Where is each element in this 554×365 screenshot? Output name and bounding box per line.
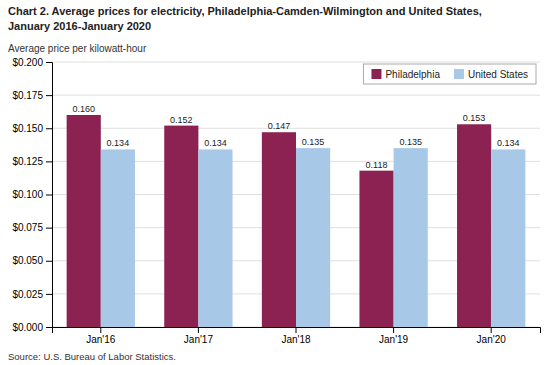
y-tick-label: $0.100 (12, 189, 43, 200)
source: Source: U.S. Bureau of Labor Statistics. (8, 351, 176, 362)
y-tick: $0.000 (12, 322, 52, 333)
bar (457, 124, 491, 327)
x-axis-line (53, 328, 541, 334)
y-tick: $0.200 (12, 57, 52, 68)
data-label: 0.153 (463, 113, 486, 123)
chart: Chart 2. Average prices for electricity,… (0, 0, 554, 365)
x-tick: Jan'16 (86, 327, 116, 345)
bar (198, 149, 232, 327)
y-tick-label: $0.075 (12, 222, 43, 233)
y-tick: $0.125 (12, 156, 52, 167)
y-tick-label: $0.175 (12, 90, 43, 101)
y-tick-mark (46, 261, 52, 262)
y-tick-mark (46, 128, 52, 129)
legend-swatch (371, 69, 381, 79)
bar (491, 149, 525, 327)
data-label: 0.135 (302, 137, 325, 147)
x-tick: Jan'17 (184, 327, 214, 345)
legend-swatch (454, 69, 464, 79)
y-tick-mark (46, 62, 52, 63)
bar (296, 148, 330, 327)
x-tick-mark (296, 327, 297, 333)
y-tick-mark (46, 228, 52, 229)
x-tick: Jan'19 (379, 327, 409, 345)
plot: $0.000 $0.025 $0.050 $0.075 $0.100 $0.125 $0.1… (12, 57, 540, 345)
data-label: 0.134 (107, 138, 130, 148)
bar (67, 115, 101, 327)
y-tick-label: $0.050 (12, 255, 43, 266)
y-tick: $0.150 (12, 123, 52, 134)
x-tick-label: Jan'20 (477, 334, 507, 345)
legend-frame (363, 64, 536, 84)
bar (101, 149, 135, 327)
grid-line (52, 95, 540, 96)
data-label: 0.147 (268, 121, 291, 131)
x-tick: Jan'20 (477, 327, 507, 345)
legend: Philadelphia United States (363, 64, 536, 84)
x-axis: Jan'16 Jan'17 Jan'18 Jan'19 Jan'20 (53, 327, 541, 345)
grid (52, 62, 540, 327)
y-tick-mark (46, 95, 52, 96)
y-tick: $0.075 (12, 222, 52, 233)
subtitle: January 2016-January 2020 (8, 20, 151, 32)
bar (262, 132, 296, 327)
y-tick: $0.025 (12, 289, 52, 300)
x-tick-label: Jan'17 (184, 334, 214, 345)
data-label: 0.134 (497, 138, 520, 148)
data-label: 0.135 (399, 137, 422, 147)
bars (67, 115, 526, 327)
y-tick-mark (46, 161, 52, 162)
data-label: 0.118 (366, 160, 388, 170)
y-tick-label: $0.200 (12, 57, 43, 68)
x-tick: Jan'18 (281, 327, 311, 345)
y-tick: $0.050 (12, 255, 52, 266)
data-labels: 0.160 0.152 0.147 0.118 0.153 0.134 0.134 0.135… (72, 104, 519, 170)
data-label: 0.152 (170, 115, 193, 125)
y-tick-label: $0.150 (12, 123, 43, 134)
legend-label: Philadelphia (385, 69, 440, 80)
y-tick: $0.100 (12, 189, 52, 200)
bar (164, 126, 198, 327)
x-tick-mark (491, 327, 492, 333)
y-tick-label: $0.000 (12, 322, 43, 333)
x-tick-mark (393, 327, 394, 333)
y-tick-label: $0.025 (12, 289, 43, 300)
y-axis-title: Average price per kilowatt-hour (8, 43, 147, 54)
y-axis-line (46, 63, 53, 328)
legend-item: United States (454, 69, 528, 80)
y-tick-label: $0.125 (12, 156, 43, 167)
grid-line (52, 62, 540, 63)
bar (359, 171, 393, 327)
x-tick-label: Jan'16 (86, 334, 116, 345)
bar (394, 148, 428, 327)
x-tick-label: Jan'18 (281, 334, 311, 345)
x-tick-label: Jan'19 (379, 334, 409, 345)
y-axis: $0.000 $0.025 $0.050 $0.075 $0.100 $0.125 $0.1… (12, 57, 52, 333)
y-tick-mark (46, 327, 52, 328)
legend-item: Philadelphia (371, 69, 440, 80)
data-label: 0.134 (204, 138, 227, 148)
title: Chart 2. Average prices for electricity,… (8, 5, 482, 17)
data-label: 0.160 (72, 104, 95, 114)
legend-label: United States (468, 69, 528, 80)
y-tick-mark (46, 195, 52, 196)
x-tick-mark (198, 327, 199, 333)
y-tick-mark (46, 294, 52, 295)
y-tick: $0.175 (12, 90, 52, 101)
x-tick-mark (100, 327, 101, 333)
